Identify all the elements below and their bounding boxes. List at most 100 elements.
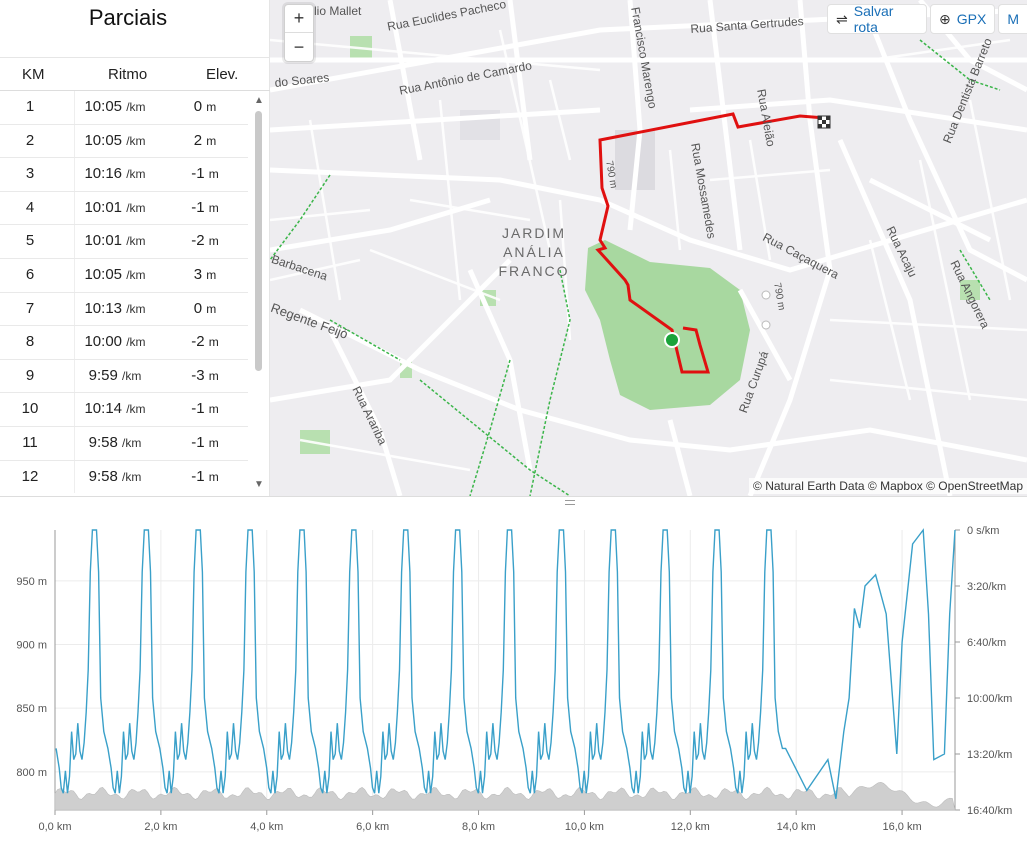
split-row[interactable]: 3 10:16 /km -1 m xyxy=(0,158,248,192)
split-km: 10 xyxy=(21,400,39,418)
split-elev: 0 m xyxy=(193,299,217,317)
column-km: KM xyxy=(22,66,45,83)
split-row[interactable]: 2 10:05 /km 2 m xyxy=(0,124,248,159)
street-label: lio Mallet xyxy=(314,4,362,18)
divider xyxy=(74,91,75,124)
x-tick-label: 12,0 km xyxy=(671,821,710,833)
y-right-tick-label: 10:00/km xyxy=(967,693,1012,705)
start-marker-icon[interactable] xyxy=(664,332,680,348)
park-area xyxy=(960,280,980,300)
split-elev: 0 m xyxy=(193,98,217,115)
split-pace: 10:13 /km xyxy=(84,299,146,317)
pace-line xyxy=(55,528,956,799)
map-attribution[interactable]: © Natural Earth Data © Mapbox © OpenStre… xyxy=(749,478,1027,494)
save-route-button[interactable]: ⇌ Salvar rota xyxy=(827,3,928,35)
split-km: 11 xyxy=(22,433,38,451)
split-pace: 10:05 /km xyxy=(84,98,146,115)
route-line xyxy=(595,112,826,374)
map-canvas[interactable] xyxy=(270,0,1027,496)
split-km: 7 xyxy=(25,299,35,317)
y-left-tick-label: 950 m xyxy=(16,576,47,588)
y-right-tick-label: 3:20/km xyxy=(967,581,1006,593)
divider xyxy=(74,426,75,460)
scroll-thumb[interactable] xyxy=(255,111,262,371)
x-tick-label: 10,0 km xyxy=(565,821,604,833)
divider xyxy=(74,158,75,191)
splits-title: Parciais xyxy=(88,5,168,30)
split-row[interactable]: 7 10:13 /km 0 m xyxy=(0,292,248,327)
split-row[interactable]: 8 10:00 /km -2 m xyxy=(0,326,248,360)
split-km: 4 xyxy=(25,198,35,216)
split-pace: 10:14 /km xyxy=(84,400,146,418)
split-row[interactable]: 10 10:14 /km -1 m xyxy=(0,393,248,427)
grip-icon[interactable] xyxy=(565,500,575,505)
map-point xyxy=(761,320,771,330)
split-elev: -2 m xyxy=(191,232,219,250)
map-toolbar: ⇌ Salvar rota ⊕ GPX M xyxy=(827,3,1027,35)
splits-table-header: KM Ritmo Elev. xyxy=(0,57,270,91)
split-row[interactable]: 1 10:05 /km 0 m xyxy=(0,91,248,125)
split-pace: 10:01 /km xyxy=(84,232,146,250)
split-elev: -1 m xyxy=(191,467,219,485)
zoom-out-button[interactable]: − xyxy=(293,37,305,57)
split-elev: -2 m xyxy=(191,333,219,351)
split-km: 6 xyxy=(25,265,35,283)
divider xyxy=(74,124,75,158)
scroll-down-icon[interactable]: ▼ xyxy=(254,479,264,490)
route-map[interactable]: lio Mallet Rua Euclides Pacheco Francisc… xyxy=(270,0,1027,496)
y-right-tick-label: 6:40/km xyxy=(967,637,1006,649)
split-elev: 2 m xyxy=(193,131,217,149)
y-right-tick-label: 0 s/km xyxy=(967,525,999,537)
split-row[interactable]: 11 9:58 /km -1 m xyxy=(0,426,248,461)
x-tick-label: 16,0 km xyxy=(882,821,921,833)
pace-elevation-chart[interactable]: 800 m 850 m 900 m 950 m 0 s/km 3:20/km 6:40/km… xyxy=(0,508,1027,851)
split-pace: 10:01 /km xyxy=(84,198,146,216)
column-elev: Elev. xyxy=(206,66,239,83)
split-row[interactable]: 9 9:59 /km -3 m xyxy=(0,359,248,394)
split-elev: -1 m xyxy=(191,198,219,216)
zoom-in-button[interactable]: + xyxy=(285,5,313,33)
split-elev: -3 m xyxy=(191,366,219,384)
more-button[interactable]: M xyxy=(998,4,1027,34)
split-km: 5 xyxy=(25,232,35,250)
y-left-tick-label: 900 m xyxy=(16,640,47,652)
split-pace: 9:58 /km xyxy=(88,433,142,451)
x-tick-label: 0,0 km xyxy=(38,821,71,833)
zoom-control: + − xyxy=(284,4,314,62)
divider xyxy=(74,326,75,359)
split-pace: 9:58 /km xyxy=(88,467,142,485)
split-km: 2 xyxy=(25,131,35,149)
gpx-download-button[interactable]: ⊕ GPX xyxy=(930,4,996,34)
divider xyxy=(74,258,75,292)
map-point xyxy=(761,290,771,300)
chart-canvas[interactable]: 800 m 850 m 900 m 950 m 0 s/km 3:20/km 6:40/km… xyxy=(0,508,1027,851)
split-row[interactable]: 5 10:01 /km -2 m xyxy=(0,225,248,259)
divider xyxy=(74,292,75,326)
scroll-up-icon[interactable]: ▲ xyxy=(254,95,264,106)
split-km: 3 xyxy=(25,165,35,183)
splits-scrollbar[interactable]: ▲ ▼ xyxy=(252,93,266,493)
y-right-tick-label: 13:20/km xyxy=(967,749,1012,761)
panel-resize-handle[interactable] xyxy=(0,496,1027,508)
y-left-tick-label: 850 m xyxy=(16,703,47,715)
split-elev: 3 m xyxy=(193,265,217,283)
route-icon: ⇌ xyxy=(836,10,848,27)
split-pace: 10:05 /km xyxy=(84,131,146,149)
split-elev: -1 m xyxy=(191,400,219,418)
split-pace: 9:59 /km xyxy=(88,366,142,384)
split-elev: -1 m xyxy=(191,165,219,183)
x-tick-label: 2,0 km xyxy=(144,821,177,833)
x-tick-label: 8,0 km xyxy=(462,821,495,833)
divider xyxy=(74,359,75,393)
split-km: 8 xyxy=(25,333,35,351)
split-row[interactable]: 6 10:05 /km 3 m xyxy=(0,258,248,293)
divider xyxy=(74,225,75,258)
elevation-area xyxy=(54,781,956,811)
split-pace: 10:00 /km xyxy=(84,333,146,351)
split-row[interactable]: 12 9:58 /km -1 m xyxy=(0,460,248,493)
x-tick-label: 4,0 km xyxy=(250,821,283,833)
x-tick-label: 14,0 km xyxy=(777,821,816,833)
split-row[interactable]: 4 10:01 /km -1 m xyxy=(0,191,248,226)
splits-table-body[interactable]: 1 10:05 /km 0 m 2 10:05 /km 2 m 3 10:16 /km -1 m… xyxy=(0,91,248,493)
finish-flag-icon[interactable] xyxy=(817,115,831,129)
